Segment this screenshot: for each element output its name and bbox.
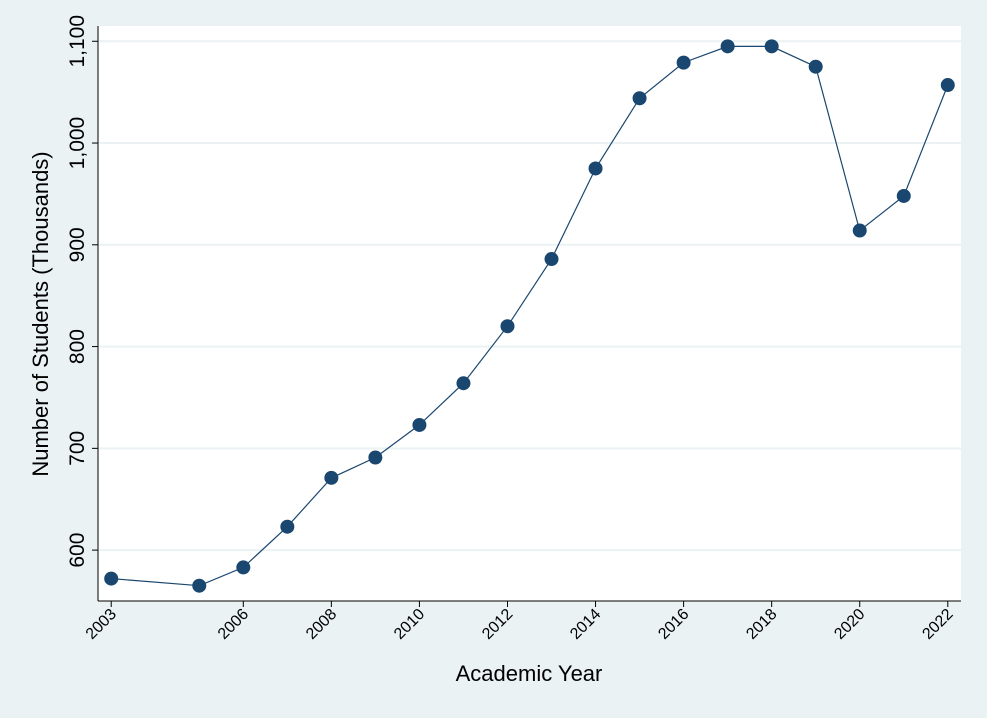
data-point-2022 bbox=[940, 78, 955, 93]
gridlines bbox=[99, 40, 961, 552]
data-point-2012 bbox=[500, 319, 515, 334]
y-tick-label-3: 900 bbox=[66, 227, 89, 262]
data-point-2005 bbox=[192, 578, 207, 593]
x-axis-label: Academic Year bbox=[456, 661, 603, 686]
data-point-2009 bbox=[368, 450, 383, 465]
data-point-2016 bbox=[676, 55, 691, 70]
y-axis: 600 700 800 900 1,000 1,100 bbox=[66, 15, 98, 568]
y-tick-label-2: 800 bbox=[66, 329, 89, 364]
data-point-2006 bbox=[236, 560, 251, 575]
data-point-2011 bbox=[456, 376, 471, 391]
y-axis-label: Number of Students (Thousands) bbox=[28, 151, 53, 476]
data-point-2021 bbox=[896, 188, 911, 203]
data-point-2015 bbox=[632, 91, 647, 106]
data-point-2017 bbox=[720, 39, 735, 54]
y-tick-label-5: 1,100 bbox=[66, 15, 89, 68]
data-point-2014 bbox=[588, 161, 603, 176]
y-tick-label-4: 1,000 bbox=[66, 117, 89, 170]
y-tick-label-0: 600 bbox=[66, 533, 89, 568]
data-point-2003 bbox=[104, 571, 119, 586]
data-point-2018 bbox=[764, 39, 779, 54]
plot-area bbox=[98, 26, 961, 601]
data-point-2019 bbox=[808, 59, 823, 74]
data-point-2007 bbox=[280, 519, 295, 534]
data-point-2008 bbox=[324, 470, 339, 485]
data-point-2010 bbox=[412, 417, 427, 432]
data-point-2013 bbox=[544, 252, 559, 267]
data-point-2020 bbox=[852, 223, 867, 238]
data-points bbox=[104, 39, 955, 593]
y-tick-label-1: 700 bbox=[66, 431, 89, 466]
